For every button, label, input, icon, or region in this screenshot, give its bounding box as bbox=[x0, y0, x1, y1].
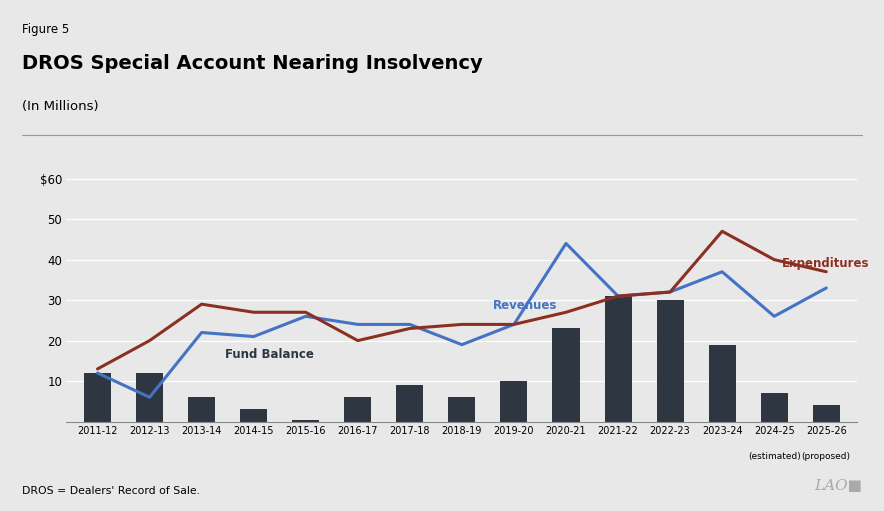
Bar bbox=[552, 329, 580, 422]
Text: Revenues: Revenues bbox=[493, 299, 558, 312]
Text: DROS Special Account Nearing Insolvency: DROS Special Account Nearing Insolvency bbox=[22, 54, 483, 73]
Text: Figure 5: Figure 5 bbox=[22, 23, 69, 36]
Bar bbox=[448, 397, 476, 422]
Text: Expenditures: Expenditures bbox=[782, 257, 870, 270]
Bar bbox=[760, 393, 788, 422]
Bar bbox=[396, 385, 423, 422]
Text: Fund Balance: Fund Balance bbox=[225, 348, 314, 361]
Bar bbox=[709, 344, 735, 422]
Bar bbox=[344, 397, 371, 422]
Bar bbox=[500, 381, 528, 422]
Bar bbox=[293, 420, 319, 422]
Bar bbox=[605, 296, 631, 422]
Bar bbox=[240, 409, 267, 422]
Bar bbox=[136, 373, 164, 422]
Text: LAO■: LAO■ bbox=[814, 479, 862, 493]
Text: (proposed): (proposed) bbox=[802, 452, 850, 461]
Text: (estimated): (estimated) bbox=[748, 452, 801, 461]
Bar bbox=[812, 405, 840, 422]
Bar bbox=[657, 300, 683, 422]
Bar bbox=[188, 397, 215, 422]
Text: (In Millions): (In Millions) bbox=[22, 100, 99, 112]
Text: DROS = Dealers' Record of Sale.: DROS = Dealers' Record of Sale. bbox=[22, 486, 200, 497]
Bar bbox=[84, 373, 111, 422]
